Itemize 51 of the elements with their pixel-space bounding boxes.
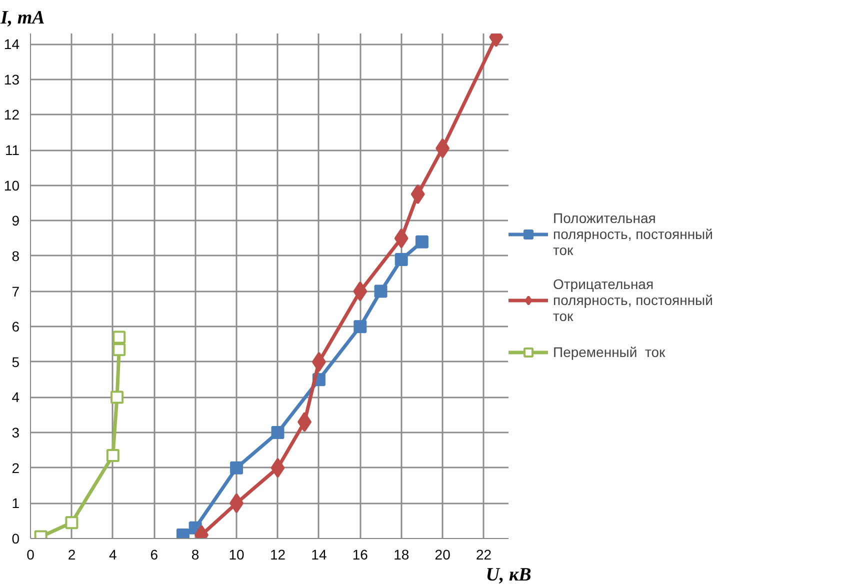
x-tick-label: 18 [394,546,410,562]
x-tick-label: 10 [228,546,245,562]
point [298,412,312,432]
x-tick-label: 0 [26,546,35,562]
point [354,320,367,334]
y-tick-label: 9 [12,212,20,229]
point [230,461,244,474]
y-tick-label: 11 [4,142,20,158]
point [436,138,450,158]
point [65,516,78,530]
legend-label: Переменный ток [553,344,666,360]
legend-label: Положительная полярность, постоянный ток [553,210,713,258]
point [112,330,126,344]
point [270,458,285,478]
x-tick-label: 6 [150,546,158,562]
x-tick-label: 16 [352,546,368,562]
point [410,184,425,204]
y-tick-label: 10 [4,177,20,194]
point [230,493,244,514]
y-tick-label: 14 [4,36,20,52]
y-tick-label: 7 [12,283,20,300]
y-axis-title: I, mA [0,8,45,28]
x-axis-title: U, кВ [486,564,532,584]
point [110,390,124,404]
y-tick-label: 12 [4,106,20,123]
point [394,228,408,248]
y-tick-label: 2 [12,460,20,476]
x-tick-label: 8 [191,546,200,562]
x-tick-label: 14 [311,546,327,562]
legend-label: Отрицательная полярность, постоянный ток [553,276,713,324]
point [374,284,388,298]
y-tick-label: 1 [12,495,20,512]
point [353,281,368,302]
x-tick-label: 12 [270,546,286,562]
point [312,352,326,372]
x-tick-label: 22 [476,546,492,562]
y-tick-label: 3 [12,424,20,441]
point [112,343,126,356]
x-tick-label: 2 [68,546,76,562]
y-tick-label: 5 [12,354,20,370]
point [106,449,120,462]
point [394,253,408,266]
y-tick-label: 0 [12,530,20,546]
y-tick-label: 6 [12,318,20,335]
y-tick-label: 4 [12,389,20,406]
y-tick-label: 13 [4,71,20,88]
x-tick-label: 4 [109,546,118,562]
point [271,426,284,440]
point [415,235,428,248]
y-tick-label: 8 [12,248,20,264]
x-tick-label: 20 [434,546,451,562]
